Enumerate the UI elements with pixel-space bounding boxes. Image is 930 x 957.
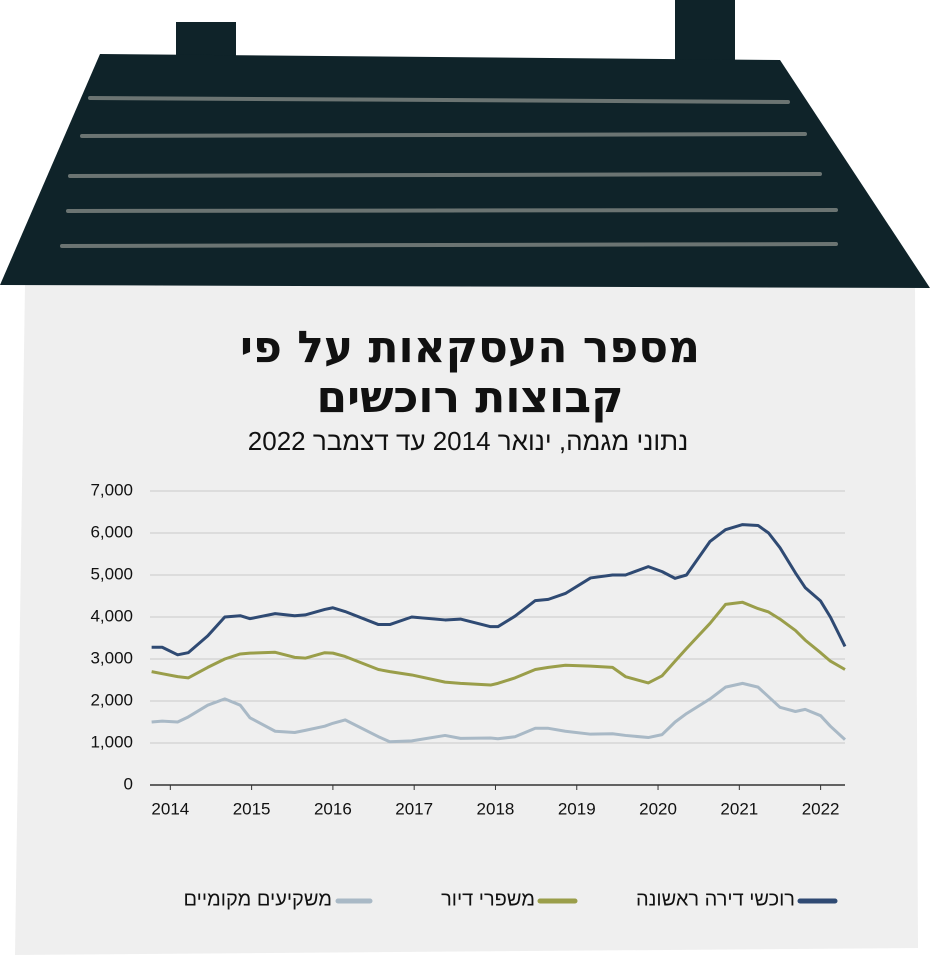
x-tick-label: 2022 xyxy=(802,799,840,818)
y-tick-label: 2,000 xyxy=(90,690,133,709)
y-tick-label: 3,000 xyxy=(90,648,133,667)
y-tick-label: 0 xyxy=(124,774,133,793)
y-tick-label: 1,000 xyxy=(90,732,133,751)
series-line xyxy=(151,681,847,744)
x-tick-label: 2016 xyxy=(314,799,352,818)
y-tick-label: 5,000 xyxy=(90,564,133,583)
y-tick-label: 6,000 xyxy=(90,522,133,541)
legend-label: משקיעים מקומיים xyxy=(183,888,332,910)
series-line xyxy=(151,600,846,687)
x-tick-label: 2017 xyxy=(395,799,433,818)
x-tick-label: 2019 xyxy=(558,799,596,818)
x-tick-label: 2015 xyxy=(233,799,271,818)
chart-subtitle: נתוני מגמה, ינואר 2014 עד דצמבר 2022 xyxy=(248,426,688,456)
x-tick-label: 2018 xyxy=(477,799,515,818)
y-tick-label: 7,000 xyxy=(90,480,133,499)
x-tick-label: 2020 xyxy=(639,799,677,818)
y-tick-label: 4,000 xyxy=(90,606,133,625)
roof-stripes xyxy=(60,96,838,248)
legend-label: משפרי דיור xyxy=(441,888,535,910)
series-line xyxy=(151,523,847,657)
roof xyxy=(0,54,930,288)
chimney xyxy=(675,0,735,65)
chart-title: מספר העסקאות על פי xyxy=(240,322,700,373)
x-tick-label: 2014 xyxy=(151,799,189,818)
legend-label: רוכשי דירה ראשונה xyxy=(636,888,795,910)
chart-title: קבוצות רוכשים xyxy=(316,372,623,423)
x-tick-label: 2021 xyxy=(720,799,758,818)
